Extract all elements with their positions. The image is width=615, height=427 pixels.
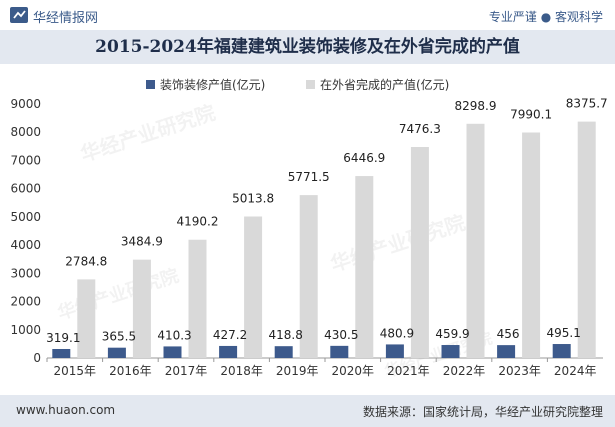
- top-bar: 华经情报网 专业严谨 ● 客观科学: [0, 0, 615, 30]
- y-tick-label: 4000: [10, 238, 41, 252]
- legend-label-series1: 装饰装修产值(亿元): [160, 78, 266, 92]
- bar-series1: [52, 348, 71, 358]
- x-tick-label: 2022年: [443, 364, 486, 378]
- y-tick-label: 2000: [10, 295, 41, 309]
- data-label-series1: 427.2: [213, 328, 247, 342]
- data-label-series1: 480.9: [380, 326, 414, 340]
- bar-series2: [77, 279, 96, 358]
- data-label-series2: 8298.9: [455, 99, 497, 113]
- bar-series1: [552, 344, 571, 358]
- x-tick-label: 2016年: [109, 364, 152, 378]
- legend-item-series1: 装饰装修产值(亿元): [146, 76, 265, 93]
- y-tick-label: 1000: [10, 323, 41, 337]
- y-tick-label: 3000: [10, 266, 41, 280]
- data-label-series2: 6446.9: [343, 151, 385, 165]
- chart-legend: 装饰装修产值(亿元) 在外省完成的产值(亿元): [0, 74, 615, 94]
- x-tick-label: 2020年: [332, 364, 375, 378]
- legend-item-series2: 在外省完成的产值(亿元): [306, 76, 449, 93]
- brand-name: 华经情报网: [33, 11, 99, 26]
- legend-swatch-series1: [146, 80, 155, 89]
- data-label-series2: 7990.1: [510, 108, 552, 122]
- data-source-note: 数据来源：国家统计局，华经产业研究院整理: [362, 405, 603, 419]
- bar-series1: [219, 345, 238, 358]
- data-label-series2: 5013.8: [232, 191, 274, 205]
- bar-series1: [274, 346, 293, 358]
- data-label-series1: 319.1: [46, 331, 80, 345]
- data-label-series2: 3484.9: [121, 235, 163, 249]
- y-tick-label: 7000: [10, 153, 41, 167]
- x-tick-label: 2024年: [554, 364, 597, 378]
- data-label-series1: 456: [497, 327, 520, 341]
- x-tick-label: 2017年: [165, 364, 208, 378]
- bar-series1: [385, 344, 404, 358]
- brand-logo-icon: [10, 7, 28, 23]
- y-tick-label: 5000: [10, 210, 41, 224]
- bar-series2: [132, 259, 151, 358]
- x-tick-label: 2023年: [498, 364, 541, 378]
- bar-series2: [188, 239, 207, 358]
- watermark-text: 华经产业研究院: [78, 100, 219, 166]
- bar-series2: [522, 132, 541, 358]
- legend-label-series2: 在外省完成的产值(亿元): [320, 78, 450, 92]
- bar-chart: 华经产业研究院华经产业研究院华经产业研究院华经产业研究院010002000300…: [10, 97, 608, 381]
- data-label-series1: 418.8: [269, 328, 303, 342]
- data-label-series2: 4190.2: [177, 215, 219, 229]
- bar-series1: [330, 345, 349, 358]
- data-label-series1: 410.3: [157, 328, 191, 342]
- data-label-series2: 5771.5: [288, 170, 330, 184]
- data-label-series2: 2784.8: [65, 254, 107, 268]
- y-tick-label: 8000: [10, 125, 41, 139]
- y-tick-label: 9000: [10, 97, 41, 111]
- data-label-series1: 430.5: [324, 328, 358, 342]
- data-label-series2: 8375.7: [566, 97, 608, 111]
- y-tick-label: 0: [33, 351, 41, 365]
- data-label-series1: 365.5: [102, 330, 136, 344]
- bar-series2: [466, 123, 485, 359]
- bar-series1: [163, 346, 182, 358]
- bar-series2: [577, 121, 596, 358]
- chart-title: 2015-2024年福建建筑业装饰装修及在外省完成的产值: [0, 30, 615, 64]
- footer-bar: www.huaon.com 数据来源：国家统计局，华经产业研究院整理: [0, 395, 615, 427]
- bar-series1: [497, 345, 516, 358]
- x-tick-label: 2018年: [220, 364, 263, 378]
- x-tick-label: 2021年: [387, 364, 430, 378]
- watermark-text: 华经产业研究院: [328, 210, 469, 276]
- data-label-series1: 459.9: [435, 327, 469, 341]
- data-label-series2: 7476.3: [399, 122, 441, 136]
- bar-series2: [244, 216, 263, 358]
- tagline: 专业严谨 ● 客观科学: [488, 10, 603, 24]
- footer-url: www.huaon.com: [16, 403, 116, 417]
- watermark-text: 华经产业研究院: [55, 264, 182, 324]
- bar-series2: [410, 147, 429, 358]
- y-tick-label: 6000: [10, 182, 41, 196]
- bar-series2: [299, 195, 318, 358]
- data-label-series1: 495.1: [547, 326, 581, 340]
- x-tick-label: 2015年: [54, 364, 97, 378]
- bar-series1: [107, 347, 126, 358]
- legend-swatch-series2: [306, 80, 315, 89]
- bar-series2: [355, 176, 374, 358]
- x-tick-label: 2019年: [276, 364, 319, 378]
- bar-series1: [441, 345, 460, 358]
